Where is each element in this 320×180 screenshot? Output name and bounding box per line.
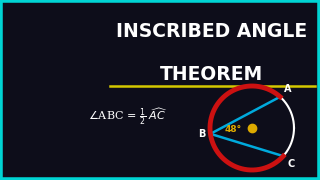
- Text: $\angle$ABC = $\frac{1}{2}$ $\widehat{AC}$: $\angle$ABC = $\frac{1}{2}$ $\widehat{AC…: [88, 107, 168, 127]
- Text: INSCRIBED ANGLE: INSCRIBED ANGLE: [116, 22, 307, 41]
- Text: C: C: [287, 159, 294, 169]
- Bar: [0, 0, 105, 180]
- Text: A: A: [284, 84, 292, 94]
- Text: B: B: [198, 129, 205, 139]
- Text: 48°: 48°: [224, 125, 242, 134]
- Text: THEOREM: THEOREM: [160, 65, 263, 84]
